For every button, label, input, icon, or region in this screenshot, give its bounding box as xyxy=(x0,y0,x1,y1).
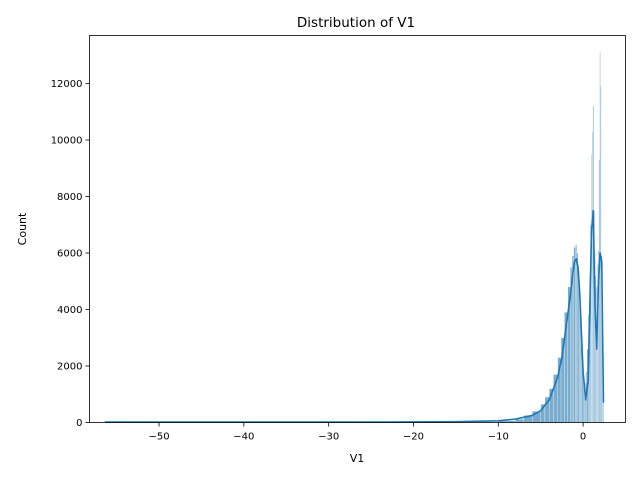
y-tick-label: 8000 xyxy=(57,192,82,203)
y-tick-label: 0 xyxy=(76,418,82,429)
kde-layer xyxy=(104,209,605,423)
histogram-bar xyxy=(602,402,605,423)
axes-frame xyxy=(89,35,626,423)
histogram-bar xyxy=(576,252,579,423)
x-tick-label: −50 xyxy=(148,432,169,443)
y-tick-label: 12000 xyxy=(51,79,83,90)
x-tick-label: −10 xyxy=(488,432,509,443)
y-tick-label: 10000 xyxy=(51,136,83,147)
x-tick-label: −20 xyxy=(403,432,424,443)
y-tick-label: 2000 xyxy=(57,362,82,373)
x-axis: −50 −40 −30 −20 −10 0 xyxy=(148,422,586,443)
y-tick-label: 4000 xyxy=(57,305,82,316)
x-tick-label: 0 xyxy=(580,432,586,443)
y-axis-label: Count xyxy=(16,212,29,245)
x-tick-label: −40 xyxy=(233,432,254,443)
x-tick-label: −30 xyxy=(318,432,339,443)
y-axis: 0 2000 4000 6000 8000 10000 12000 xyxy=(51,79,90,429)
kde-line xyxy=(104,209,605,423)
x-axis-label: V1 xyxy=(350,452,365,465)
histogram-bar xyxy=(573,247,576,423)
chart-title: Distribution of V1 xyxy=(297,15,415,31)
histogram-bar xyxy=(575,244,577,423)
y-tick-label: 6000 xyxy=(57,249,82,260)
